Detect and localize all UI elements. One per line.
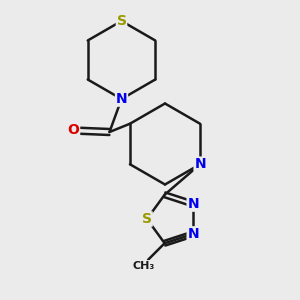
Text: S: S: [142, 212, 152, 226]
Text: N: N: [116, 92, 127, 106]
Text: N: N: [187, 197, 199, 211]
Text: CH₃: CH₃: [133, 261, 155, 271]
Text: S: S: [116, 14, 127, 28]
Text: O: O: [68, 124, 80, 137]
Text: N: N: [194, 157, 206, 171]
Text: N: N: [187, 227, 199, 241]
